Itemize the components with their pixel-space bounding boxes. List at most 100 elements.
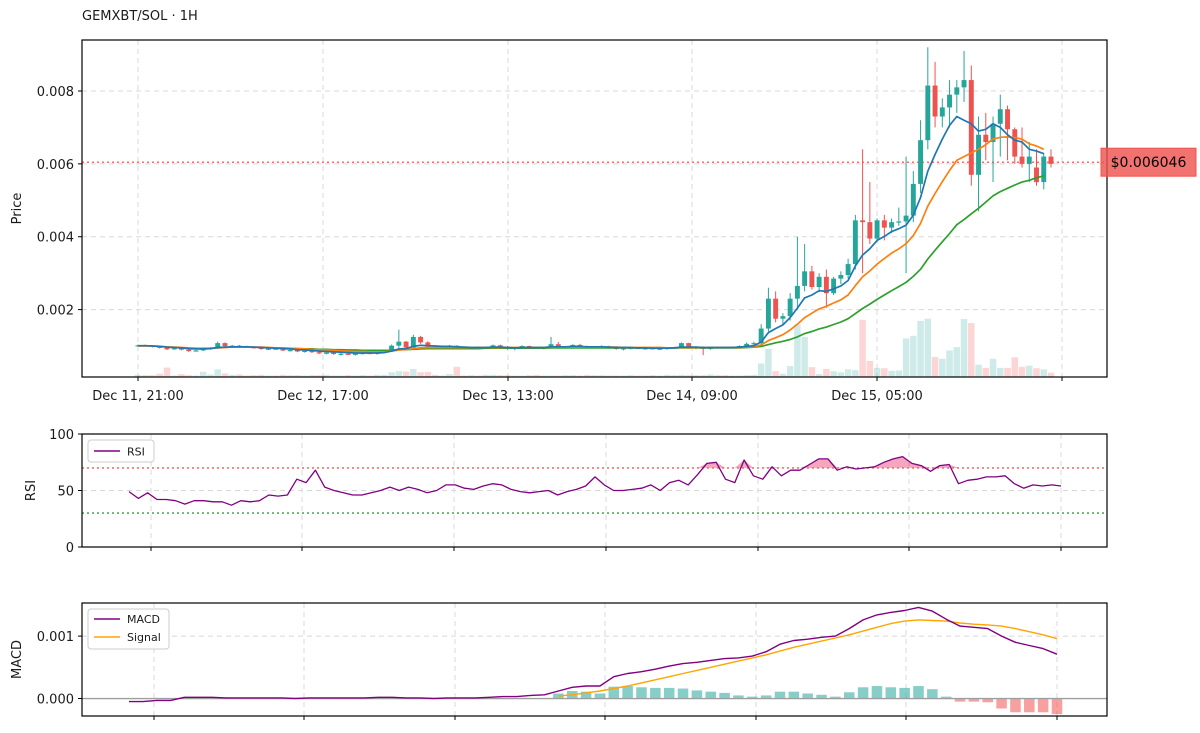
candle-body bbox=[787, 298, 793, 317]
volume-bar bbox=[540, 375, 548, 377]
volume-bar bbox=[431, 374, 439, 377]
candle-body bbox=[794, 285, 800, 299]
x-tick-label: Dec 11, 21:00 bbox=[92, 389, 184, 404]
candle-body bbox=[686, 343, 692, 348]
volume-bar bbox=[902, 338, 910, 377]
histogram-bar bbox=[594, 693, 606, 699]
rsi-line bbox=[128, 455, 1062, 506]
candle-body bbox=[1026, 156, 1032, 164]
volume-bar bbox=[1033, 368, 1040, 377]
volume-bar bbox=[714, 375, 721, 377]
volume-bar bbox=[308, 375, 316, 377]
volume-bar bbox=[257, 374, 265, 377]
candle-body bbox=[765, 298, 771, 329]
histogram-bar bbox=[843, 692, 855, 699]
y-axis-label: RSI bbox=[24, 480, 39, 501]
volume-bar bbox=[873, 367, 881, 377]
candle-body bbox=[860, 220, 866, 223]
candle-body bbox=[186, 349, 192, 352]
volume-bar bbox=[497, 375, 504, 377]
volume-bar bbox=[765, 348, 772, 377]
volume-bar bbox=[569, 375, 577, 377]
candle-body bbox=[1034, 167, 1039, 183]
histogram-bar bbox=[940, 696, 952, 699]
candle-body bbox=[280, 349, 286, 351]
volume-bar bbox=[794, 324, 801, 377]
volume-bar bbox=[931, 356, 939, 377]
candle-body bbox=[338, 353, 344, 355]
candle-body bbox=[816, 276, 822, 288]
volume-bar bbox=[678, 374, 685, 377]
histogram-bar bbox=[996, 698, 1007, 709]
candle-body bbox=[490, 345, 496, 348]
volume-bar bbox=[330, 375, 337, 377]
ema-fast-line bbox=[138, 115, 1045, 354]
candle-body bbox=[425, 342, 431, 347]
candle-body bbox=[171, 348, 177, 350]
rsi-panel: 0 50 100 RSI RSI bbox=[24, 428, 1108, 556]
histogram-bar bbox=[913, 686, 924, 699]
volume-bar bbox=[910, 335, 917, 377]
candle-body bbox=[215, 343, 221, 349]
volume-bar bbox=[757, 363, 765, 377]
histogram-bar bbox=[663, 687, 675, 699]
histogram-bar bbox=[1051, 698, 1063, 715]
histogram-bar bbox=[871, 686, 883, 699]
volume-bar bbox=[359, 375, 366, 377]
volume-bar bbox=[518, 375, 526, 377]
volume-bar bbox=[294, 375, 301, 377]
volume-bar bbox=[381, 374, 388, 377]
volume-bar bbox=[373, 374, 381, 377]
volume-bar bbox=[453, 366, 461, 377]
candle-body bbox=[309, 350, 315, 353]
y-tick-label: 0.000 bbox=[37, 693, 74, 708]
volume-bar bbox=[707, 374, 714, 377]
volume-bar bbox=[301, 375, 308, 377]
candle-body bbox=[1041, 156, 1047, 183]
volume-bar bbox=[170, 375, 178, 377]
candle-body bbox=[642, 348, 648, 350]
volume-bar bbox=[859, 319, 866, 377]
candle-body bbox=[396, 341, 402, 346]
rsi-legend-label: RSI bbox=[127, 446, 145, 459]
candle-body bbox=[874, 220, 880, 239]
candle-body bbox=[903, 215, 909, 222]
volume-bar bbox=[149, 375, 156, 377]
histogram-bar bbox=[968, 698, 980, 702]
overbought-fill bbox=[809, 458, 819, 468]
histogram-bar bbox=[1010, 698, 1021, 713]
volume-bar bbox=[786, 366, 794, 377]
macd-panel: 0.000 0.001 MACD MACD Signal bbox=[10, 602, 1108, 720]
price-tag-label: $0.006046 bbox=[1111, 155, 1187, 171]
volume-bar bbox=[192, 375, 200, 377]
candle-body bbox=[867, 222, 873, 239]
histogram-bar bbox=[650, 687, 661, 699]
volume-bar bbox=[866, 360, 874, 377]
candle-body bbox=[265, 348, 271, 350]
overbought-fill bbox=[828, 458, 838, 468]
volume-bar bbox=[185, 375, 192, 377]
histogram-bar bbox=[788, 691, 800, 699]
volume-bar bbox=[1040, 369, 1048, 377]
volume-bar bbox=[808, 367, 816, 377]
candle-body bbox=[751, 343, 757, 345]
volume-bar bbox=[801, 336, 808, 377]
x-tick-label: Dec 12, 17:00 bbox=[277, 389, 369, 404]
candle-body bbox=[294, 350, 300, 352]
volume-bar bbox=[337, 375, 345, 377]
volume-bar bbox=[482, 374, 490, 377]
volume-bar bbox=[953, 347, 961, 377]
volume-bar bbox=[649, 375, 656, 377]
volume-bar bbox=[489, 374, 497, 377]
signal-legend-label: Signal bbox=[127, 631, 161, 644]
volume-bar bbox=[692, 375, 700, 377]
histogram-bar bbox=[705, 691, 716, 699]
candle-body bbox=[947, 94, 953, 108]
volume-bar bbox=[366, 375, 374, 377]
volume-bar bbox=[1004, 367, 1011, 377]
volume-bar bbox=[1047, 372, 1055, 377]
candle-body bbox=[968, 80, 974, 175]
histogram-bar bbox=[608, 686, 620, 699]
volume-bar bbox=[265, 375, 272, 377]
candle-body bbox=[657, 348, 663, 350]
